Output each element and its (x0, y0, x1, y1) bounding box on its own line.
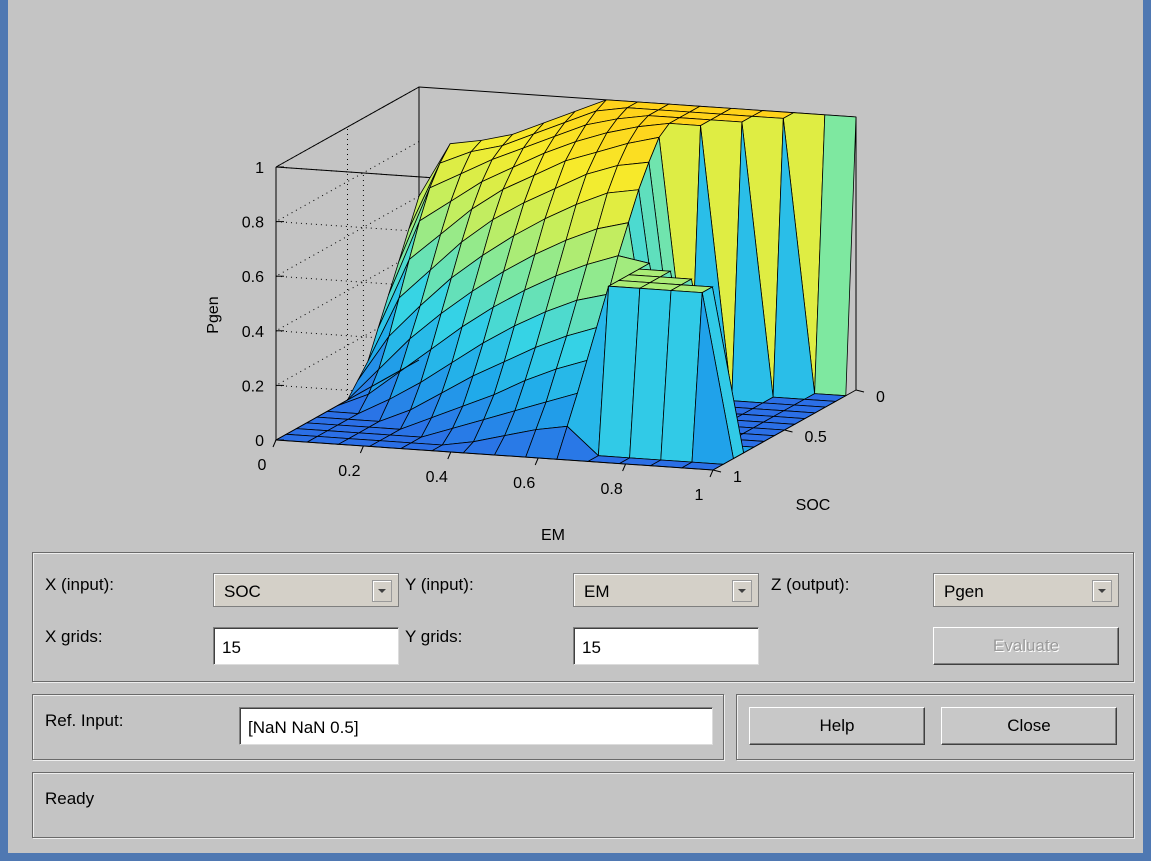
y-grids-label: Y grids: (405, 627, 463, 646)
reference-input-panel: Ref. Input: [NaN NaN 0.5] (32, 694, 724, 760)
surface-plot-svg: 0 0.2 0.4 0.6 0.8 1 0 0.2 0.4 0.6 0.8 1 0 0.5 1 Pgen E… (205, 86, 885, 541)
y-tick-label: 0 (258, 457, 267, 474)
y-tick-label: 1 (695, 487, 704, 504)
axis-ticks: 0 0.2 0.4 0.6 0.8 1 0 0.2 0.4 0.6 0.8 1 0 0.5 1 (242, 160, 885, 504)
z-tick-label: 0.8 (242, 215, 264, 232)
z-output-value: Pgen (944, 582, 984, 601)
y-tick-mark (534, 457, 539, 466)
chevron-down-icon[interactable] (372, 580, 392, 602)
z-tick-label: 0.2 (242, 378, 264, 395)
y-tick-mark (709, 469, 714, 478)
y-tick-mark (447, 451, 452, 460)
z-tick-label: 1 (255, 160, 264, 177)
surface-plot: 0 0.2 0.4 0.6 0.8 1 0 0.2 0.4 0.6 0.8 1 0 0.5 1 Pgen E… (8, 0, 1143, 541)
status-panel: Ready (32, 772, 1134, 838)
status-text: Ready (45, 789, 95, 808)
z-tick-label: 0.4 (242, 324, 264, 341)
y-input-label: Y (input): (405, 575, 474, 594)
action-buttons-panel: Help Close (736, 694, 1134, 760)
z-output-label: Z (output): (771, 575, 850, 594)
x-tick-mark (784, 429, 793, 433)
chevron-down-icon[interactable] (1092, 580, 1112, 602)
y-tick-mark (359, 445, 364, 454)
z-output-select[interactable]: Pgen (933, 573, 1119, 607)
x-grids-label: X grids: (45, 627, 103, 646)
y-grids-input[interactable]: 15 (573, 627, 759, 665)
y-tick-label: 0.8 (600, 481, 622, 498)
y-tick-label: 0.4 (426, 469, 448, 486)
axes-edge (275, 359, 420, 441)
x-tick-label: 0.5 (805, 429, 827, 446)
y-input-value: EM (584, 582, 610, 601)
x-tick-label: 1 (733, 469, 742, 486)
z-tick-label: 0.6 (242, 269, 264, 286)
axes-edge (275, 86, 420, 168)
help-button[interactable]: Help (749, 707, 925, 745)
x-tick-mark (855, 389, 865, 393)
evaluate-button[interactable]: Evaluate (933, 627, 1119, 665)
surface-mesh (274, 99, 857, 471)
y-tick-label: 0.2 (338, 463, 360, 480)
chevron-down-icon[interactable] (732, 580, 752, 602)
close-button[interactable]: Close (941, 707, 1117, 745)
y-input-select[interactable]: EM (573, 573, 759, 607)
ref-input-label: Ref. Input: (45, 711, 124, 730)
x-input-select[interactable]: SOC (213, 573, 399, 607)
y-tick-mark (272, 439, 277, 448)
x-axis-label: SOC (796, 497, 831, 514)
z-tick-label: 0 (255, 433, 264, 450)
ref-input-field[interactable]: [NaN NaN 0.5] (239, 707, 713, 745)
x-input-value: SOC (224, 582, 261, 601)
x-input-label: X (input): (45, 575, 114, 594)
y-tick-mark (622, 463, 627, 472)
x-tick-mark (712, 469, 722, 473)
y-axis-label: EM (541, 527, 565, 541)
z-axis-label: Pgen (205, 296, 222, 333)
axis-controls-panel: X (input): SOC Y (input): EM Z (output):… (32, 552, 1134, 682)
y-tick-label: 0.6 (513, 475, 535, 492)
axes-edge (275, 439, 714, 471)
x-grids-input[interactable]: 15 (213, 627, 399, 665)
x-tick-label: 0 (876, 389, 885, 406)
